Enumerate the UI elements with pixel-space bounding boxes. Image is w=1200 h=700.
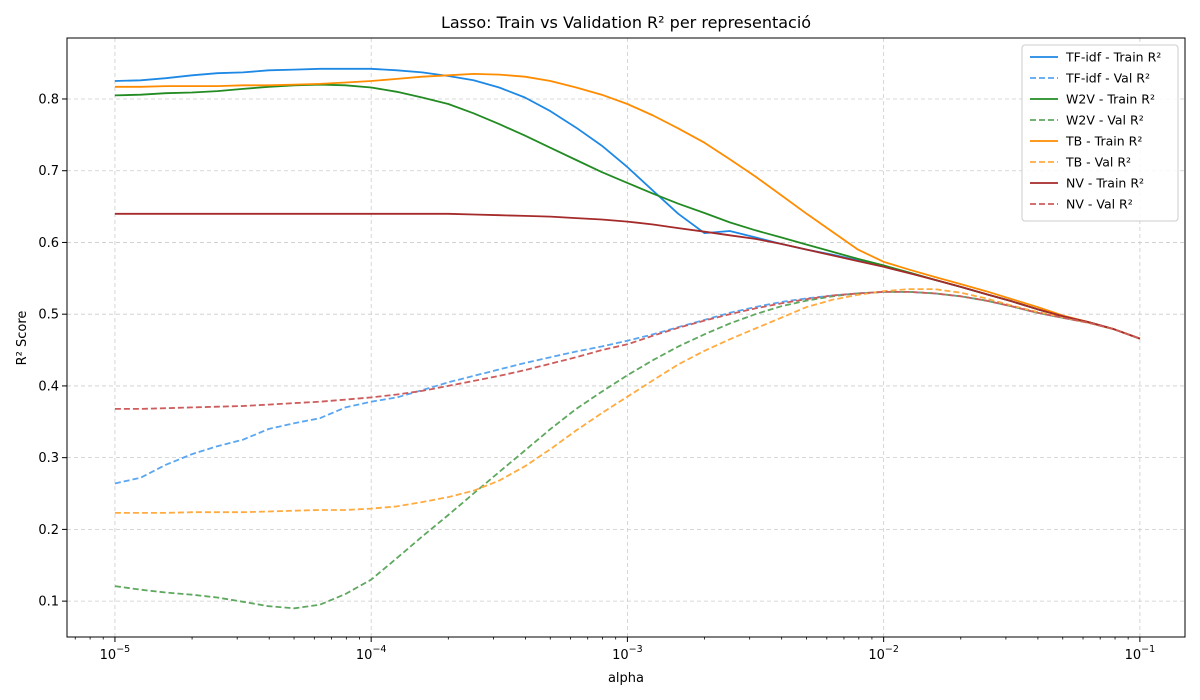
legend-label: NV - Val R² — [1066, 197, 1133, 212]
y-tick-label: 0.2 — [38, 523, 59, 538]
series-line-6 — [114, 212, 1141, 340]
y-tick-label: 0.7 — [38, 164, 59, 179]
grid — [67, 38, 1185, 637]
y-tick-label: 0.3 — [38, 451, 59, 466]
y-tick-label: 0.1 — [38, 595, 59, 610]
x-axis-label: alpha — [608, 671, 644, 686]
x-tick-label: 10−4 — [356, 644, 387, 663]
plot-lines — [114, 67, 1141, 610]
y-tick-label: 0.4 — [38, 379, 59, 394]
legend-label: TB - Train R² — [1065, 134, 1142, 149]
legend-label: TB - Val R² — [1065, 155, 1131, 170]
legend: TF-idf - Train R² TF-idf - Val R² W2V - Tr… — [1021, 44, 1179, 222]
y-tick-label: 0.8 — [38, 92, 59, 107]
legend-label: W2V - Val R² — [1066, 113, 1144, 128]
x-tick-label: 10−2 — [868, 644, 899, 663]
y-axis: 0.1 0.2 0.3 0.4 0.5 0.6 0.7 0.8 — [38, 92, 67, 610]
x-tick-label: 10−1 — [1125, 644, 1156, 663]
y-tick-label: 0.6 — [38, 236, 59, 251]
x-axis: 10−5 10−4 10−3 10−2 10−1 — [74, 637, 1156, 663]
legend-label: NV - Train R² — [1066, 176, 1144, 191]
series-line-7 — [114, 290, 1141, 410]
legend-label: TF-idf - Val R² — [1065, 71, 1150, 86]
plot-frame — [66, 37, 1186, 638]
chart-title: Lasso: Train vs Validation R² per repres… — [441, 13, 811, 32]
legend-label: TF-idf - Train R² — [1065, 50, 1161, 65]
series-line-4 — [114, 73, 1141, 340]
y-axis-label: R² Score — [15, 311, 30, 366]
series-line-5 — [114, 288, 1141, 514]
series-line-1 — [114, 290, 1141, 485]
x-tick-label: 10−5 — [100, 644, 131, 663]
legend-label: W2V - Train R² — [1066, 92, 1155, 107]
legend-box — [1021, 44, 1179, 222]
x-tick-label: 10−3 — [612, 644, 643, 663]
y-tick-label: 0.5 — [38, 308, 59, 323]
